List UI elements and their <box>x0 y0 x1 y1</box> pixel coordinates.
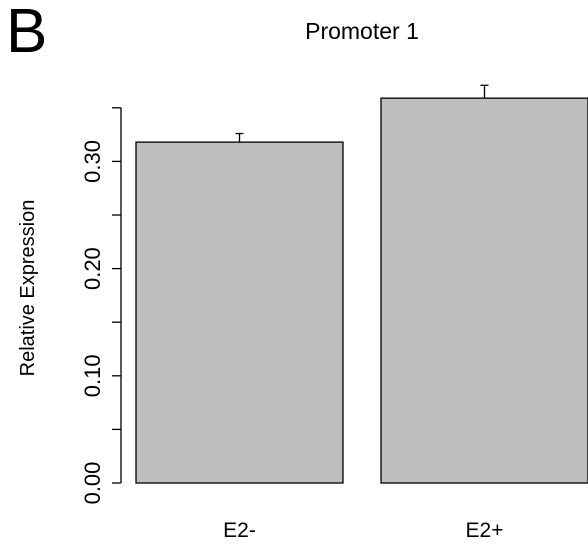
y-axis-label: Relative Expression <box>17 200 39 377</box>
bar <box>380 97 588 484</box>
y-axis: 0.00 0.10 0.20 0.30 <box>80 107 122 505</box>
y-tick-label: 0.20 <box>80 247 105 290</box>
category-label: E2- <box>223 519 256 542</box>
chart-title: Promoter 1 <box>305 18 419 44</box>
category-labels: E2- E2+ <box>223 519 503 542</box>
y-tick-label: 0.30 <box>80 140 105 183</box>
category-label: E2+ <box>466 519 504 542</box>
y-tick-label: 0.00 <box>80 462 105 505</box>
bar-series <box>135 84 588 484</box>
y-tick-label: 0.10 <box>80 354 105 397</box>
bar <box>135 141 344 484</box>
panel-letter: B <box>6 0 47 66</box>
